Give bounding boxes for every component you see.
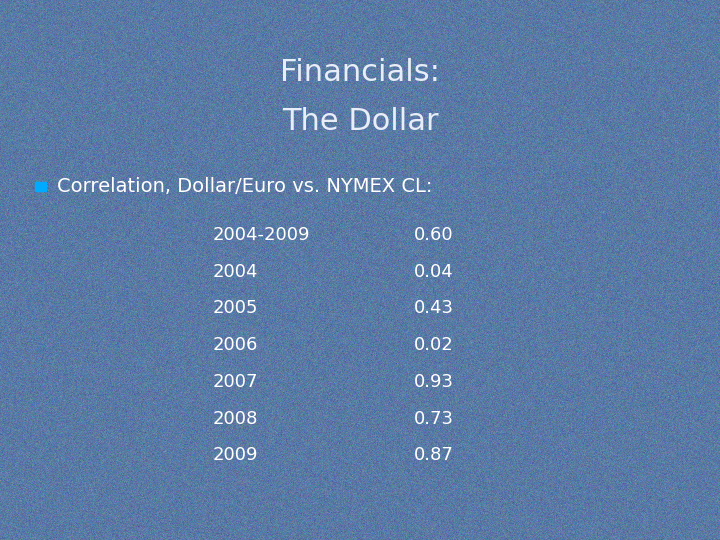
Text: 0.60: 0.60 — [414, 226, 454, 244]
Text: 0.02: 0.02 — [414, 336, 454, 354]
Text: 0.43: 0.43 — [414, 299, 454, 318]
FancyBboxPatch shape — [35, 182, 46, 191]
Text: 0.04: 0.04 — [414, 262, 454, 281]
Text: 2005: 2005 — [212, 299, 258, 318]
Text: 2009: 2009 — [212, 446, 258, 464]
Text: 2008: 2008 — [212, 409, 258, 428]
Text: Financials:: Financials: — [280, 58, 440, 87]
Text: 2006: 2006 — [212, 336, 258, 354]
Text: 2007: 2007 — [212, 373, 258, 391]
Text: 0.93: 0.93 — [414, 373, 454, 391]
Text: Correlation, Dollar/Euro vs. NYMEX CL:: Correlation, Dollar/Euro vs. NYMEX CL: — [57, 177, 432, 196]
Text: 0.73: 0.73 — [414, 409, 454, 428]
Text: The Dollar: The Dollar — [282, 107, 438, 136]
Text: 0.87: 0.87 — [414, 446, 454, 464]
Text: 2004: 2004 — [212, 262, 258, 281]
Text: 2004-2009: 2004-2009 — [212, 226, 310, 244]
